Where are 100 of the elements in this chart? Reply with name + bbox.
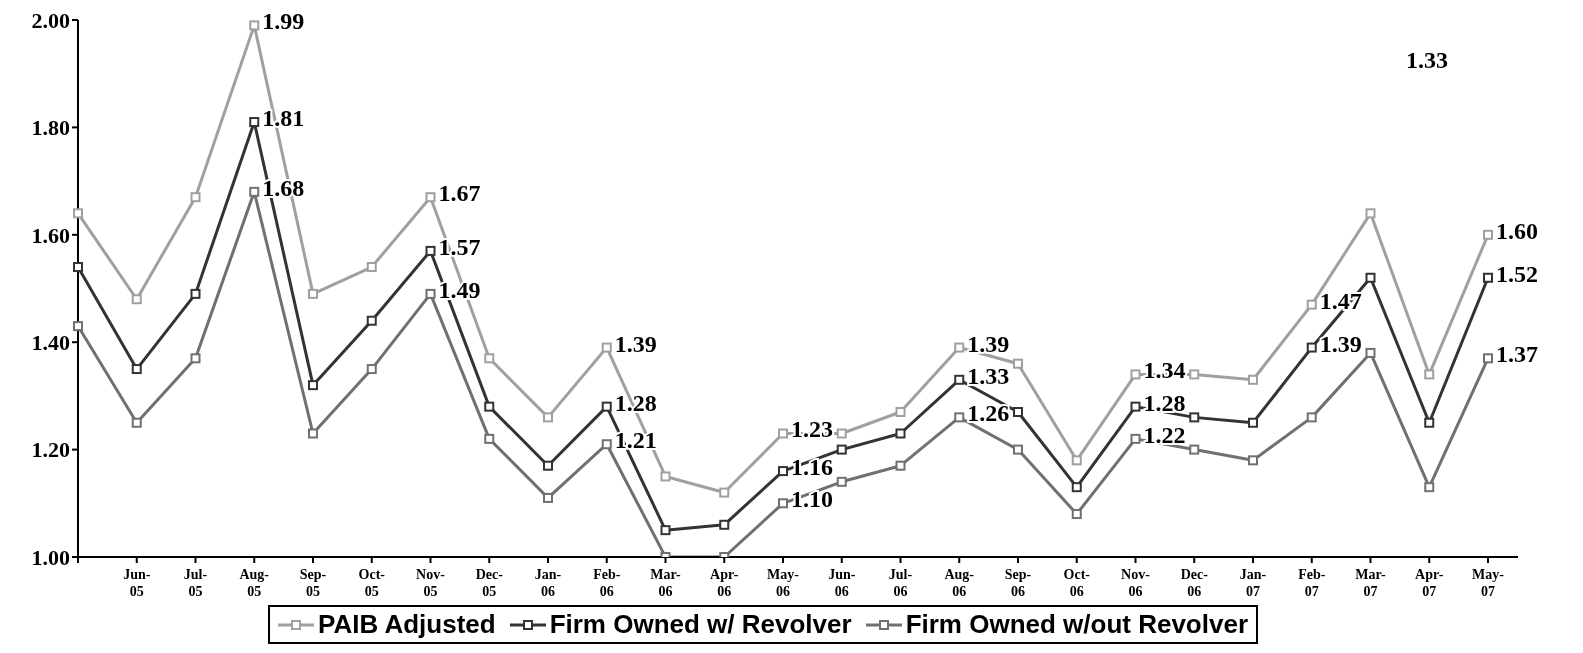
legend-label: PAIB Adjusted bbox=[316, 609, 496, 640]
point bbox=[1071, 509, 1082, 520]
point bbox=[73, 208, 83, 219]
data-label: 1.23 bbox=[791, 416, 833, 443]
y-tick-label: 1.40 bbox=[31, 330, 70, 356]
annotation: 1.33 bbox=[1406, 47, 1448, 73]
point bbox=[1189, 412, 1200, 423]
point bbox=[954, 342, 965, 353]
legend-label: Firm Owned w/out Revolver bbox=[904, 609, 1249, 640]
point bbox=[484, 401, 495, 412]
point bbox=[601, 439, 612, 450]
point bbox=[1130, 401, 1141, 412]
data-label: 1.22 bbox=[1143, 421, 1186, 448]
point bbox=[1365, 208, 1376, 219]
point bbox=[249, 186, 260, 197]
data-label: 1.99 bbox=[262, 8, 305, 35]
data-label: 1.16 bbox=[791, 454, 833, 481]
x-tick-label: Sep-05 bbox=[299, 567, 327, 599]
point bbox=[425, 245, 436, 256]
point bbox=[1189, 444, 1200, 455]
x-tick-label: Feb-06 bbox=[593, 567, 621, 599]
x-tick-label: Dec-06 bbox=[1180, 567, 1209, 599]
point bbox=[131, 417, 142, 428]
point bbox=[778, 428, 788, 439]
point bbox=[895, 460, 906, 471]
point bbox=[1306, 412, 1317, 423]
x-tick-label: May-06 bbox=[767, 567, 800, 599]
point bbox=[366, 262, 377, 273]
point bbox=[660, 471, 671, 482]
point bbox=[719, 519, 730, 530]
point bbox=[308, 288, 318, 299]
point bbox=[1306, 342, 1317, 353]
point bbox=[1071, 455, 1082, 466]
x-tick-label: Jul-06 bbox=[888, 567, 913, 599]
point bbox=[1013, 407, 1023, 418]
point bbox=[1248, 417, 1258, 428]
data-label: 1.81 bbox=[262, 105, 305, 132]
point bbox=[543, 412, 553, 423]
y-tick-label: 1.00 bbox=[31, 544, 70, 570]
x-tick-label: Nov-05 bbox=[416, 567, 446, 599]
point bbox=[73, 262, 83, 273]
point bbox=[1306, 299, 1317, 310]
point bbox=[308, 428, 318, 439]
y-tick-label: 2.00 bbox=[31, 7, 70, 33]
x-tick-label: Mar-07 bbox=[1355, 567, 1387, 599]
point bbox=[1130, 433, 1141, 444]
point bbox=[484, 353, 495, 364]
point bbox=[1013, 444, 1023, 455]
x-tick-label: Mar-06 bbox=[650, 567, 682, 599]
y-tick-label: 1.80 bbox=[31, 115, 70, 141]
data-label: 1.52 bbox=[1496, 260, 1538, 287]
data-label: 1.60 bbox=[1496, 217, 1538, 244]
point bbox=[425, 192, 436, 203]
point bbox=[1424, 369, 1435, 380]
data-label: 1.67 bbox=[438, 180, 481, 207]
x-tick-label: Jul-05 bbox=[183, 567, 208, 599]
x-tick-label: Jun-05 bbox=[123, 567, 151, 599]
y-tick-label: 1.60 bbox=[31, 222, 70, 248]
x-tick-label: Jan-07 bbox=[1239, 567, 1267, 599]
point bbox=[954, 412, 965, 423]
data-label: 1.37 bbox=[1496, 341, 1538, 368]
x-tick-label: Jan-06 bbox=[534, 567, 562, 599]
point bbox=[1424, 417, 1435, 428]
point bbox=[1130, 369, 1141, 380]
point bbox=[660, 525, 671, 536]
x-tick-label: Nov-06 bbox=[1121, 567, 1151, 599]
point bbox=[249, 20, 260, 31]
point bbox=[190, 288, 201, 299]
data-label: 1.28 bbox=[1143, 389, 1186, 416]
data-label: 1.57 bbox=[438, 233, 481, 260]
point bbox=[1483, 353, 1493, 364]
x-tick-label: Oct-06 bbox=[1063, 567, 1091, 599]
point bbox=[543, 460, 553, 471]
point bbox=[1071, 482, 1082, 493]
point bbox=[778, 498, 788, 509]
point bbox=[1365, 347, 1376, 358]
point bbox=[131, 294, 142, 305]
point bbox=[836, 444, 847, 455]
point bbox=[1483, 229, 1493, 240]
x-tick-label: Apr-07 bbox=[1415, 567, 1444, 599]
point bbox=[543, 492, 553, 503]
point bbox=[954, 374, 965, 385]
data-label: 1.39 bbox=[967, 330, 1010, 357]
x-tick-label: Apr-06 bbox=[710, 567, 739, 599]
data-label: 1.10 bbox=[791, 486, 833, 513]
point bbox=[308, 380, 318, 391]
point bbox=[601, 342, 612, 353]
point bbox=[425, 288, 436, 299]
point bbox=[190, 192, 201, 203]
point bbox=[719, 487, 730, 498]
data-label: 1.34 bbox=[1143, 357, 1186, 384]
point bbox=[1424, 482, 1435, 493]
point bbox=[836, 476, 847, 487]
point bbox=[366, 315, 377, 326]
point bbox=[1013, 358, 1023, 369]
legend-label: Firm Owned w/ Revolver bbox=[548, 609, 852, 640]
x-tick-label: May-07 bbox=[1472, 567, 1505, 599]
point bbox=[73, 321, 83, 332]
point bbox=[836, 428, 847, 439]
x-tick-label: Feb-07 bbox=[1298, 567, 1326, 599]
